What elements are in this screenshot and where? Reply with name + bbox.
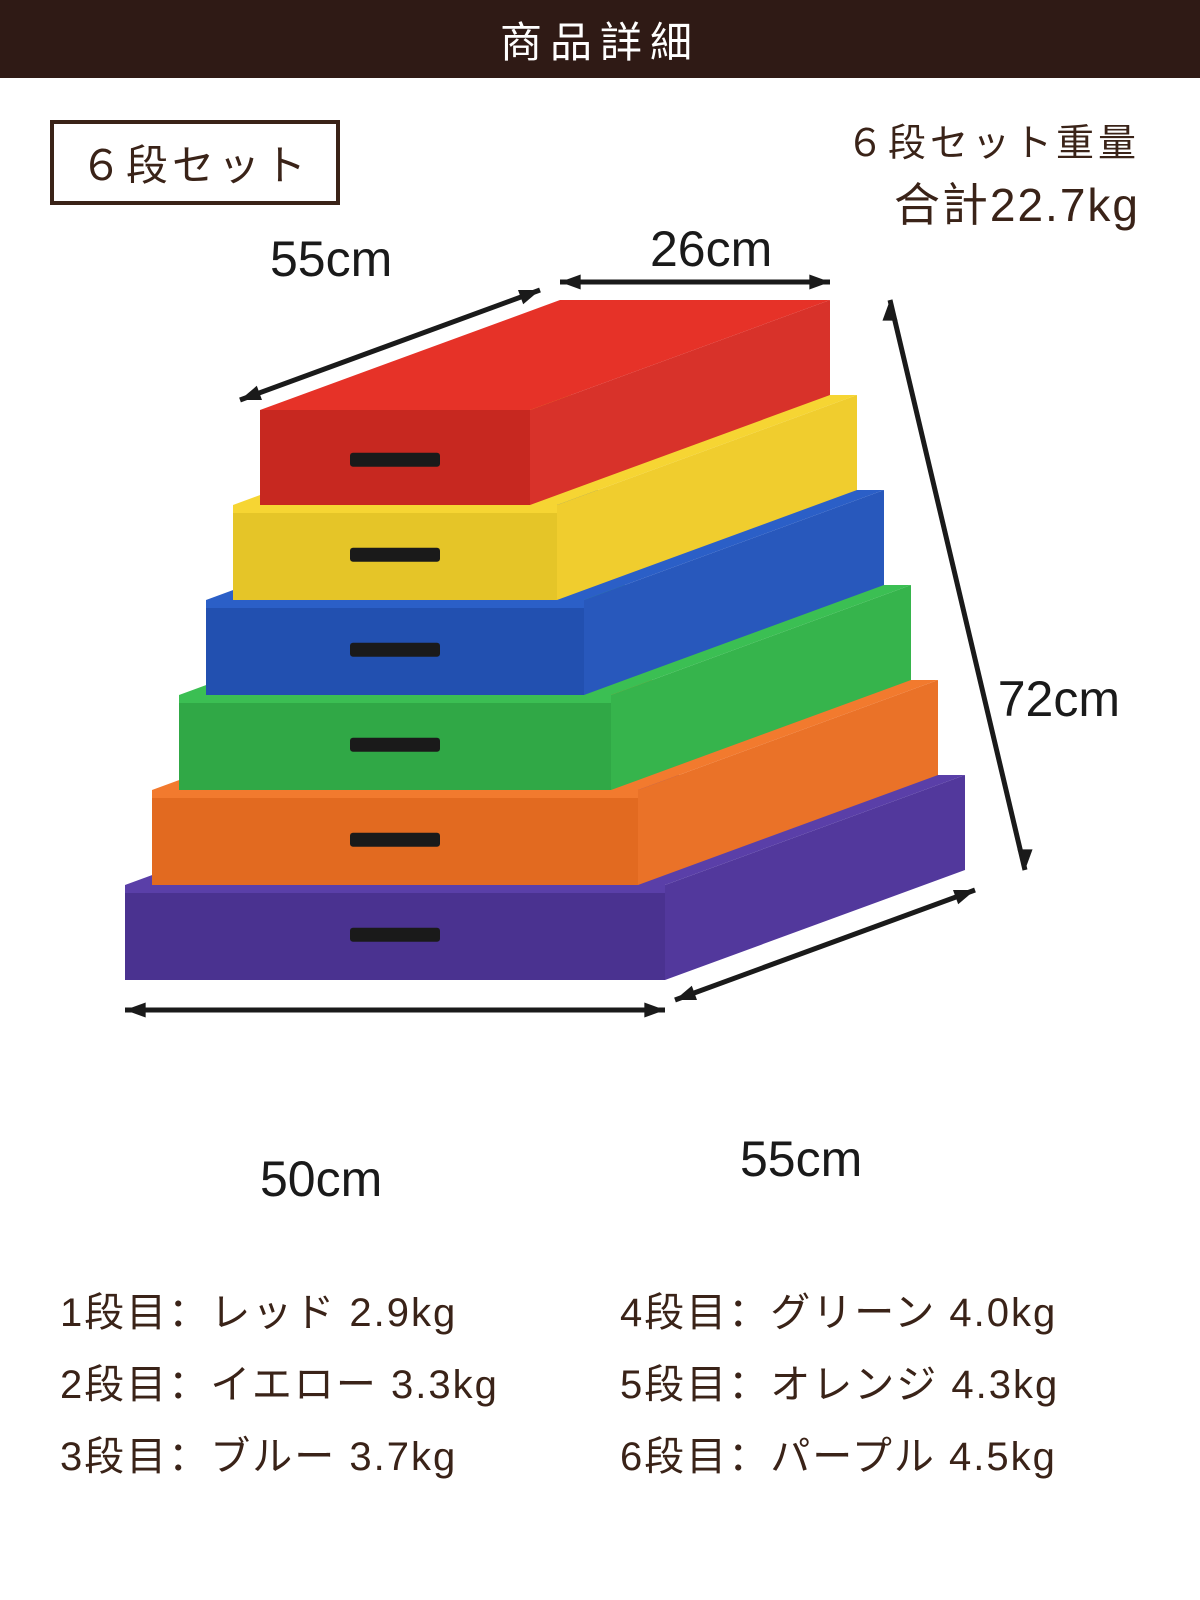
- dim-base-right: 55cm: [740, 1130, 862, 1188]
- tier-row: 6段目：パープル 4.5kg: [620, 1424, 1140, 1482]
- dim-top-depth: 55cm: [270, 230, 392, 288]
- product-diagram: 55cm 26cm 72cm 50cm 55cm: [50, 240, 1150, 1240]
- dim-height: 72cm: [998, 670, 1120, 728]
- vaulting-box-svg: [50, 240, 1150, 1240]
- set-badge: ６段セット: [50, 120, 340, 205]
- set-badge-text: ６段セット: [80, 142, 310, 189]
- tier-row: 3段目：ブルー 3.7kg: [60, 1424, 580, 1482]
- tier-row: 4段目：グリーン 4.0kg: [620, 1280, 1140, 1338]
- dim-top-width: 26cm: [650, 220, 772, 278]
- tiers-col-left: 1段目：レッド 2.9kg 2段目：イエロー 3.3kg 3段目：ブルー 3.7kg: [60, 1280, 580, 1482]
- weight-summary: ６段セット重量 合計22.7kg: [846, 112, 1140, 235]
- tier-row: 1段目：レッド 2.9kg: [60, 1280, 580, 1338]
- weight-line1: ６段セット重量: [846, 112, 1140, 167]
- tiers-list: 1段目：レッド 2.9kg 2段目：イエロー 3.3kg 3段目：ブルー 3.7kg…: [60, 1280, 1140, 1482]
- tiers-col-right: 4段目：グリーン 4.0kg 5段目：オレンジ 4.3kg 6段目：パープル 4.5…: [620, 1280, 1140, 1482]
- dim-base-left: 50cm: [260, 1150, 382, 1208]
- tier-row: 2段目：イエロー 3.3kg: [60, 1352, 580, 1410]
- page-header: 商品詳細: [0, 0, 1200, 78]
- weight-line2: 合計22.7kg: [846, 169, 1140, 235]
- page-title: 商品詳細: [500, 9, 700, 70]
- tier-row: 5段目：オレンジ 4.3kg: [620, 1352, 1140, 1410]
